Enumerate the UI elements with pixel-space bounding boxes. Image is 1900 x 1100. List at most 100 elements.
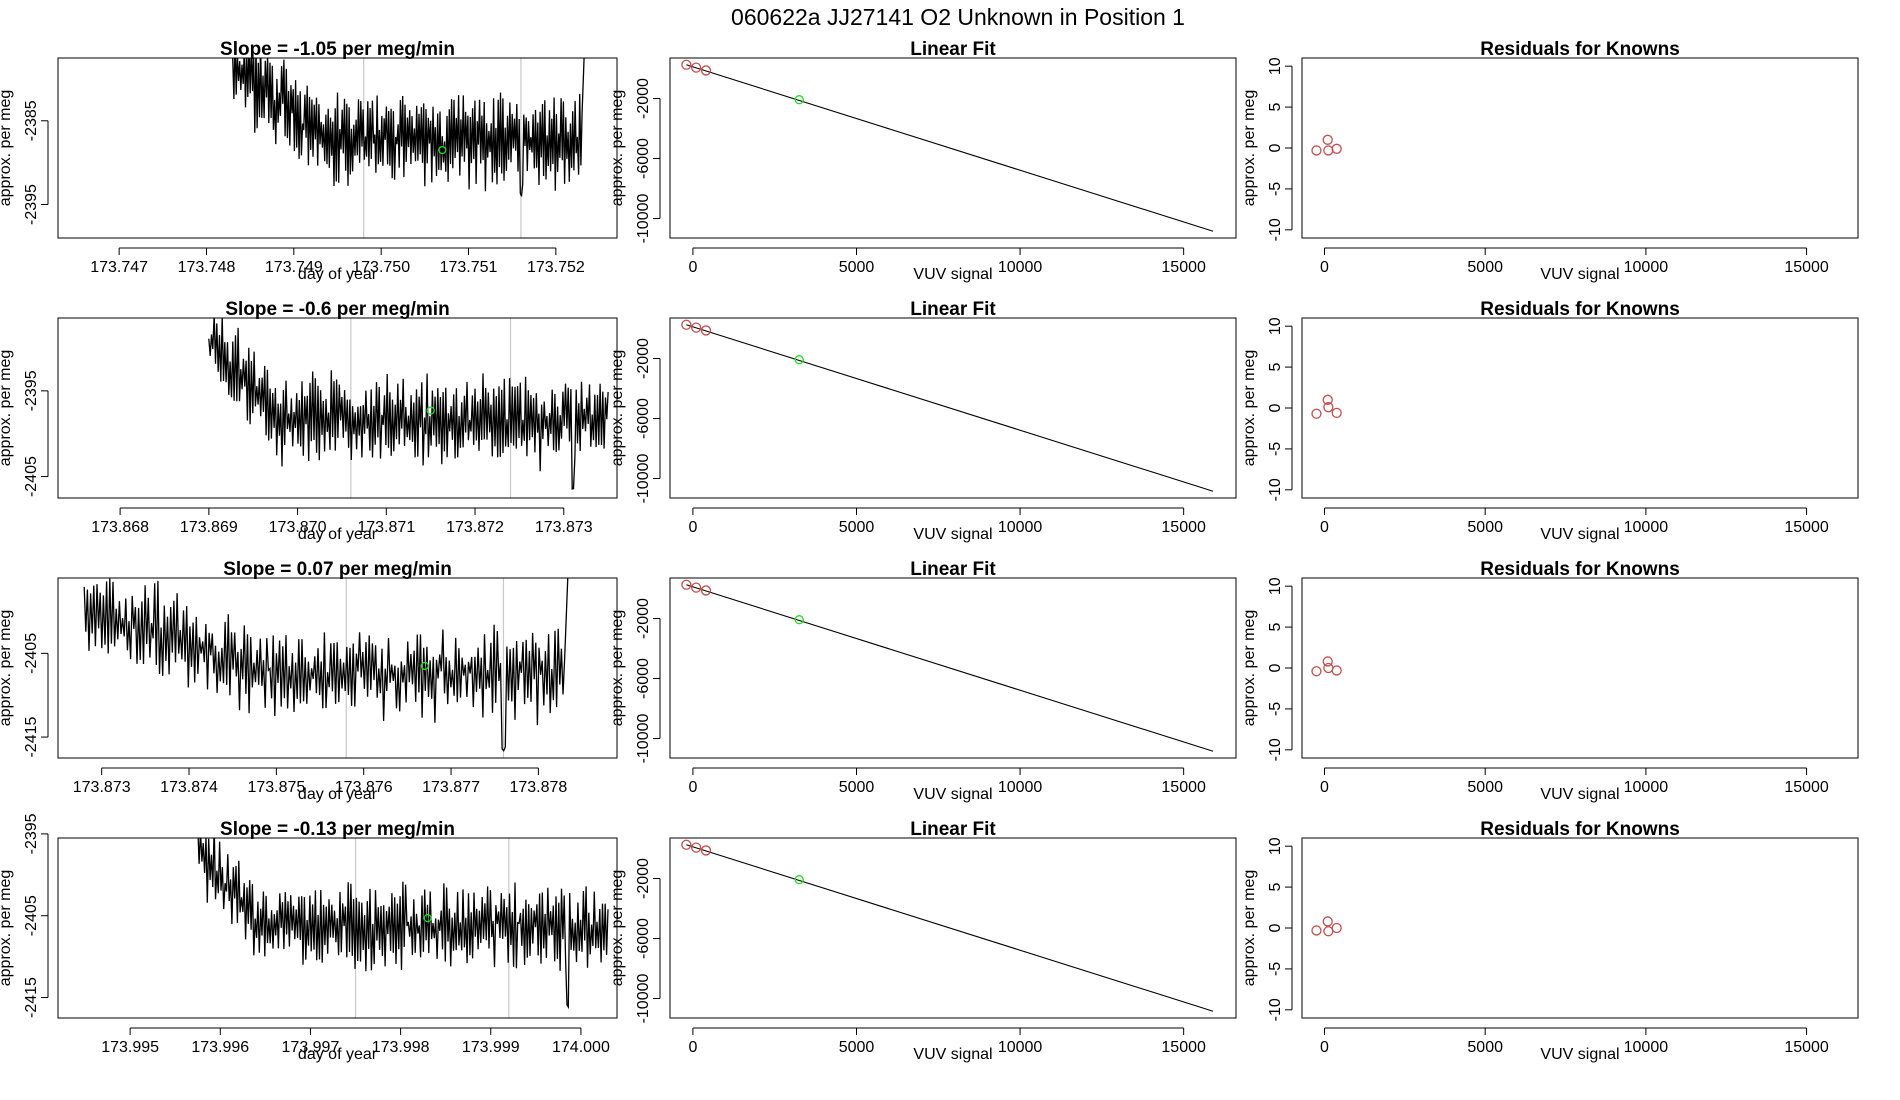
panel-title: Residuals for Knowns xyxy=(1480,39,1680,60)
plot-area xyxy=(197,838,609,1018)
plot-frame xyxy=(669,57,1237,239)
panel-4-2: Linear Fit 0 5000 10000 15000 VUV signal -2000… xyxy=(609,819,1237,1063)
y-tick-label: -10000 xyxy=(635,973,652,1023)
unknown-point xyxy=(794,615,804,625)
plot-area xyxy=(1311,134,1342,156)
y-tick-label: 0 xyxy=(1267,143,1284,152)
x-tick-label: 173.871 xyxy=(357,519,415,536)
unknown-marker xyxy=(438,145,447,155)
x-tick-label: 5000 xyxy=(839,519,875,536)
figure-title: 060622a JJ27141 O2 Unknown in Position 1 xyxy=(731,4,1185,30)
x-axis-label: day of year xyxy=(298,526,378,543)
x-tick-label: 15000 xyxy=(1784,259,1829,276)
unknown-point xyxy=(794,95,804,105)
unknown-marker xyxy=(426,406,435,415)
panel-title: Linear Fit xyxy=(910,39,996,60)
y-tick-label: -2000 xyxy=(635,338,652,379)
y-tick-label: 10 xyxy=(1267,317,1284,335)
x-tick-label: 10000 xyxy=(1624,519,1669,536)
x-tick-label: 15000 xyxy=(1784,1039,1829,1056)
x-tick-label: 0 xyxy=(1320,779,1329,796)
plot-frame xyxy=(1301,837,1859,1019)
x-tick-label: 5000 xyxy=(839,259,875,276)
plot-frame xyxy=(1301,317,1859,499)
y-tick-label: -2415 xyxy=(23,717,40,758)
x-tick-label: 173.998 xyxy=(372,1039,430,1056)
y-tick-label: -5 xyxy=(1267,962,1284,976)
panel-4-1: Slope = -0.13 per meg/min 173.995 173.996 1… xyxy=(0,813,618,1063)
x-axis-label: VUV signal xyxy=(913,1046,992,1063)
x-tick-label: 0 xyxy=(688,259,697,276)
x-axis-label: VUV signal xyxy=(913,266,992,283)
y-tick-label: -10 xyxy=(1267,998,1284,1021)
y-tick-label: 5 xyxy=(1267,103,1284,112)
plot-area xyxy=(681,59,1214,232)
known-point xyxy=(681,59,692,70)
plot-area xyxy=(681,579,1214,752)
x-tick-label: 0 xyxy=(1320,1039,1329,1056)
x-tick-label: 0 xyxy=(1320,519,1329,536)
y-tick-label: 5 xyxy=(1267,623,1284,632)
panel-1-3: Residuals for Knowns 0 5000 10000 15000 VUV s… xyxy=(1241,39,1859,283)
known-point xyxy=(1311,666,1322,677)
x-tick-label: 15000 xyxy=(1161,1039,1206,1056)
x-tick-label: 5000 xyxy=(1467,519,1503,536)
known-point xyxy=(1331,922,1342,934)
y-axis-label: approx. per meg xyxy=(1241,610,1258,727)
y-axis-label: approx. per meg xyxy=(609,870,626,987)
y-tick-label: -2405 xyxy=(23,456,40,497)
x-tick-label: 173.873 xyxy=(535,519,593,536)
known-point xyxy=(1331,665,1342,676)
y-tick-label: -6000 xyxy=(635,398,652,439)
plot-frame xyxy=(57,577,618,759)
y-tick-label: 5 xyxy=(1267,363,1284,372)
x-tick-label: 173.875 xyxy=(247,779,305,796)
x-tick-label: 15000 xyxy=(1161,779,1206,796)
panel-title: Slope = -1.05 per meg/min xyxy=(220,39,455,60)
plot-area xyxy=(83,578,569,758)
y-tick-label: -2405 xyxy=(23,895,40,936)
plot-frame xyxy=(57,57,618,239)
x-tick-label: 0 xyxy=(1320,259,1329,276)
x-tick-label: 173.872 xyxy=(446,519,504,536)
y-axis-label: approx. per meg xyxy=(1241,90,1258,207)
x-tick-label: 5000 xyxy=(1467,779,1503,796)
y-tick-label: 0 xyxy=(1267,663,1284,672)
known-point xyxy=(681,579,692,590)
known-point xyxy=(1331,407,1342,419)
known-point xyxy=(691,842,702,853)
y-tick-label: -6000 xyxy=(635,138,652,179)
y-tick-label: 5 xyxy=(1267,883,1284,892)
x-tick-label: 5000 xyxy=(1467,259,1503,276)
y-tick-label: -2000 xyxy=(635,858,652,899)
panel-2-2: Linear Fit 0 5000 10000 15000 VUV signal -2000… xyxy=(609,299,1237,543)
y-tick-label: -6000 xyxy=(635,658,652,699)
x-axis-label: VUV signal xyxy=(1540,526,1619,543)
data-series-line xyxy=(232,58,585,197)
x-tick-label: 0 xyxy=(688,779,697,796)
plot-area xyxy=(681,319,1214,492)
x-tick-label: 15000 xyxy=(1161,259,1206,276)
panel-4-3: Residuals for Knowns 0 5000 10000 15000 VUV s… xyxy=(1241,819,1859,1063)
plot-frame xyxy=(57,317,618,499)
x-tick-label: 174.000 xyxy=(552,1039,610,1056)
x-tick-label: 173.869 xyxy=(180,519,238,536)
fit-line xyxy=(686,844,1214,1012)
x-tick-label: 173.750 xyxy=(352,259,410,276)
x-axis-label: day of year xyxy=(298,786,378,803)
fit-line xyxy=(686,324,1214,492)
data-series-line xyxy=(197,838,609,1010)
plot-frame xyxy=(669,317,1237,499)
panel-1-2: Linear Fit 0 5000 10000 15000 VUV signal -2000… xyxy=(609,39,1237,283)
x-tick-label: 0 xyxy=(688,1039,697,1056)
known-point xyxy=(1311,408,1322,419)
y-tick-label: -10 xyxy=(1267,478,1284,501)
unknown-point xyxy=(794,355,804,365)
panel-2-3: Residuals for Knowns 0 5000 10000 15000 VUV s… xyxy=(1241,299,1859,543)
known-point xyxy=(1322,394,1333,405)
y-tick-label: 0 xyxy=(1267,403,1284,412)
panel-2-1: Slope = -0.6 per meg/min 173.868 173.869 17… xyxy=(0,299,618,543)
y-tick-label: -2000 xyxy=(635,78,652,119)
x-tick-label: 173.870 xyxy=(269,519,327,536)
